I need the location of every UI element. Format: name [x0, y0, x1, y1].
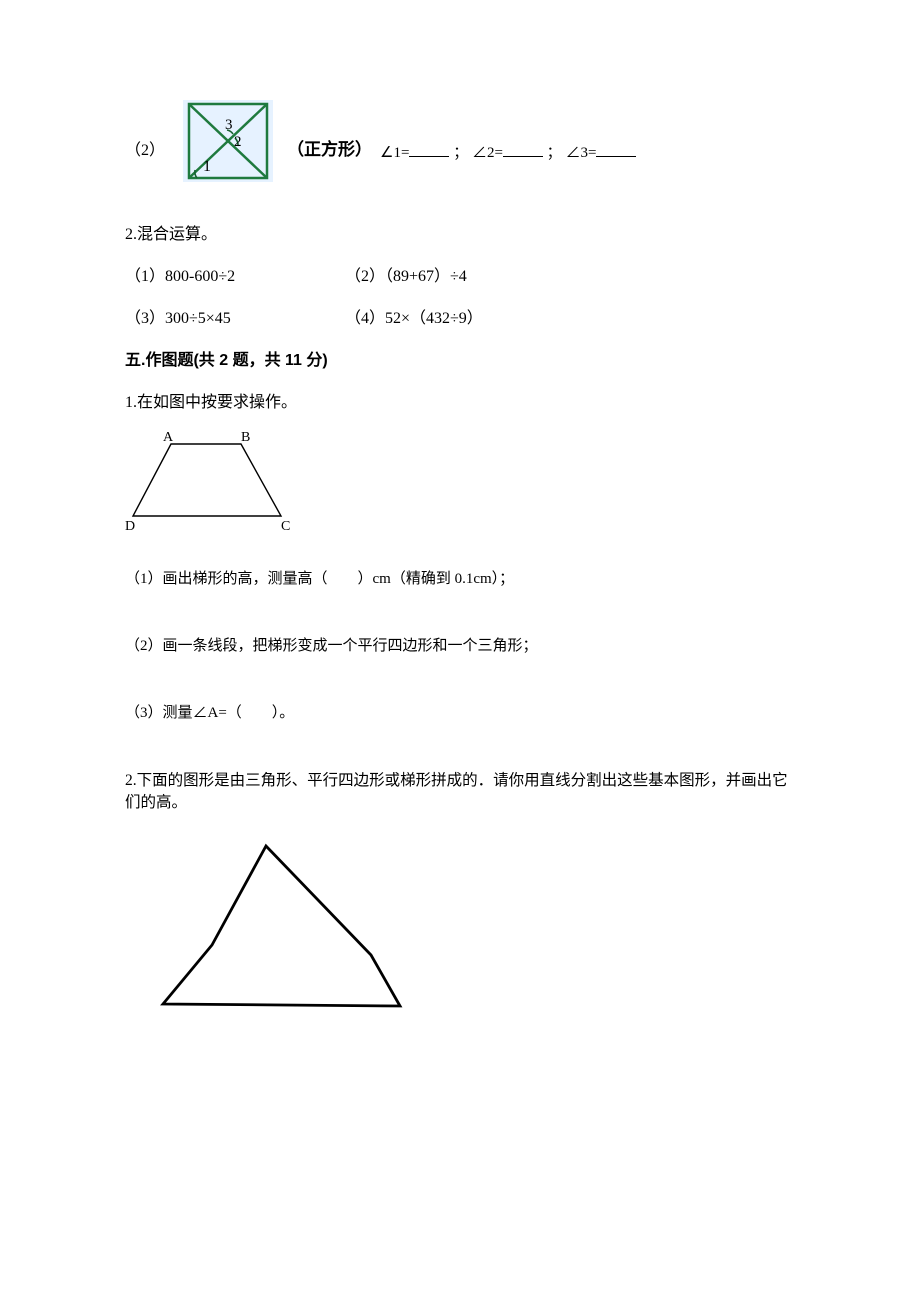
angle-label-1: 1 — [203, 158, 211, 175]
mix-row-1: （1）800-600÷2 （2）（89+67）÷4 — [125, 262, 795, 286]
mix-row-2: （3）300÷5×45 （4）52×（432÷9） — [125, 304, 795, 328]
square-diagram: 1 2 3 — [183, 100, 273, 182]
angle1-prefix: ∠1= — [380, 145, 409, 161]
trapezoid-figure: A B C D — [125, 430, 795, 539]
pt-D: D — [125, 519, 135, 534]
drawq1-intro: 1.在如图中按要求操作。 — [125, 388, 795, 412]
sep1: ； — [453, 145, 468, 161]
mix-title: 2.混合运算。 — [125, 220, 795, 244]
drawq1-sub3: （3）测量∠A=（ ）。 — [125, 701, 795, 722]
trapezoid-svg: A B C D — [125, 430, 315, 534]
page: （2） 1 2 3 （正方形） — [0, 0, 920, 1106]
mix-2: （2）（89+67）÷4 — [345, 262, 565, 286]
question-2-row: （2） 1 2 3 （正方形） — [125, 100, 795, 182]
pt-C: C — [281, 519, 290, 534]
pt-B: B — [241, 430, 250, 445]
mix-1: （1）800-600÷2 — [125, 262, 345, 286]
angle-label-2: 2 — [234, 134, 242, 150]
drawq1-sub2: （2）画一条线段，把梯形变成一个平行四边形和一个三角形； — [125, 634, 795, 655]
drawq1-sub1: （1）画出梯形的高，测量高（ ）cm（精确到 0.1cm）； — [125, 567, 795, 588]
sep2: ； — [547, 145, 562, 161]
angle-fill-blanks: ∠1= ； ∠2= ； ∠3= — [380, 141, 636, 162]
angle-label-3: 3 — [225, 117, 233, 133]
polygon-figure — [125, 828, 795, 1028]
polygon-svg — [125, 828, 425, 1023]
q2-index: （2） — [125, 136, 165, 160]
angle2-prefix: ∠2= — [472, 145, 503, 161]
square-svg: 1 2 3 — [183, 100, 273, 182]
section-5-title: 五.作图题(共 2 题，共 11 分) — [125, 346, 795, 370]
blank-3[interactable] — [596, 141, 636, 157]
square-label: （正方形） — [287, 135, 372, 160]
blank-1[interactable] — [409, 141, 449, 157]
blank-2[interactable] — [503, 141, 543, 157]
pt-A: A — [163, 430, 174, 445]
drawq2-intro: 2.下面的图形是由三角形、平行四边形或梯形拼成的．请你用直线分割出这些基本图形，… — [125, 768, 795, 812]
angle3-prefix: ∠3= — [565, 145, 596, 161]
mix-3: （3）300÷5×45 — [125, 304, 345, 328]
mix-4: （4）52×（432÷9） — [345, 304, 565, 328]
